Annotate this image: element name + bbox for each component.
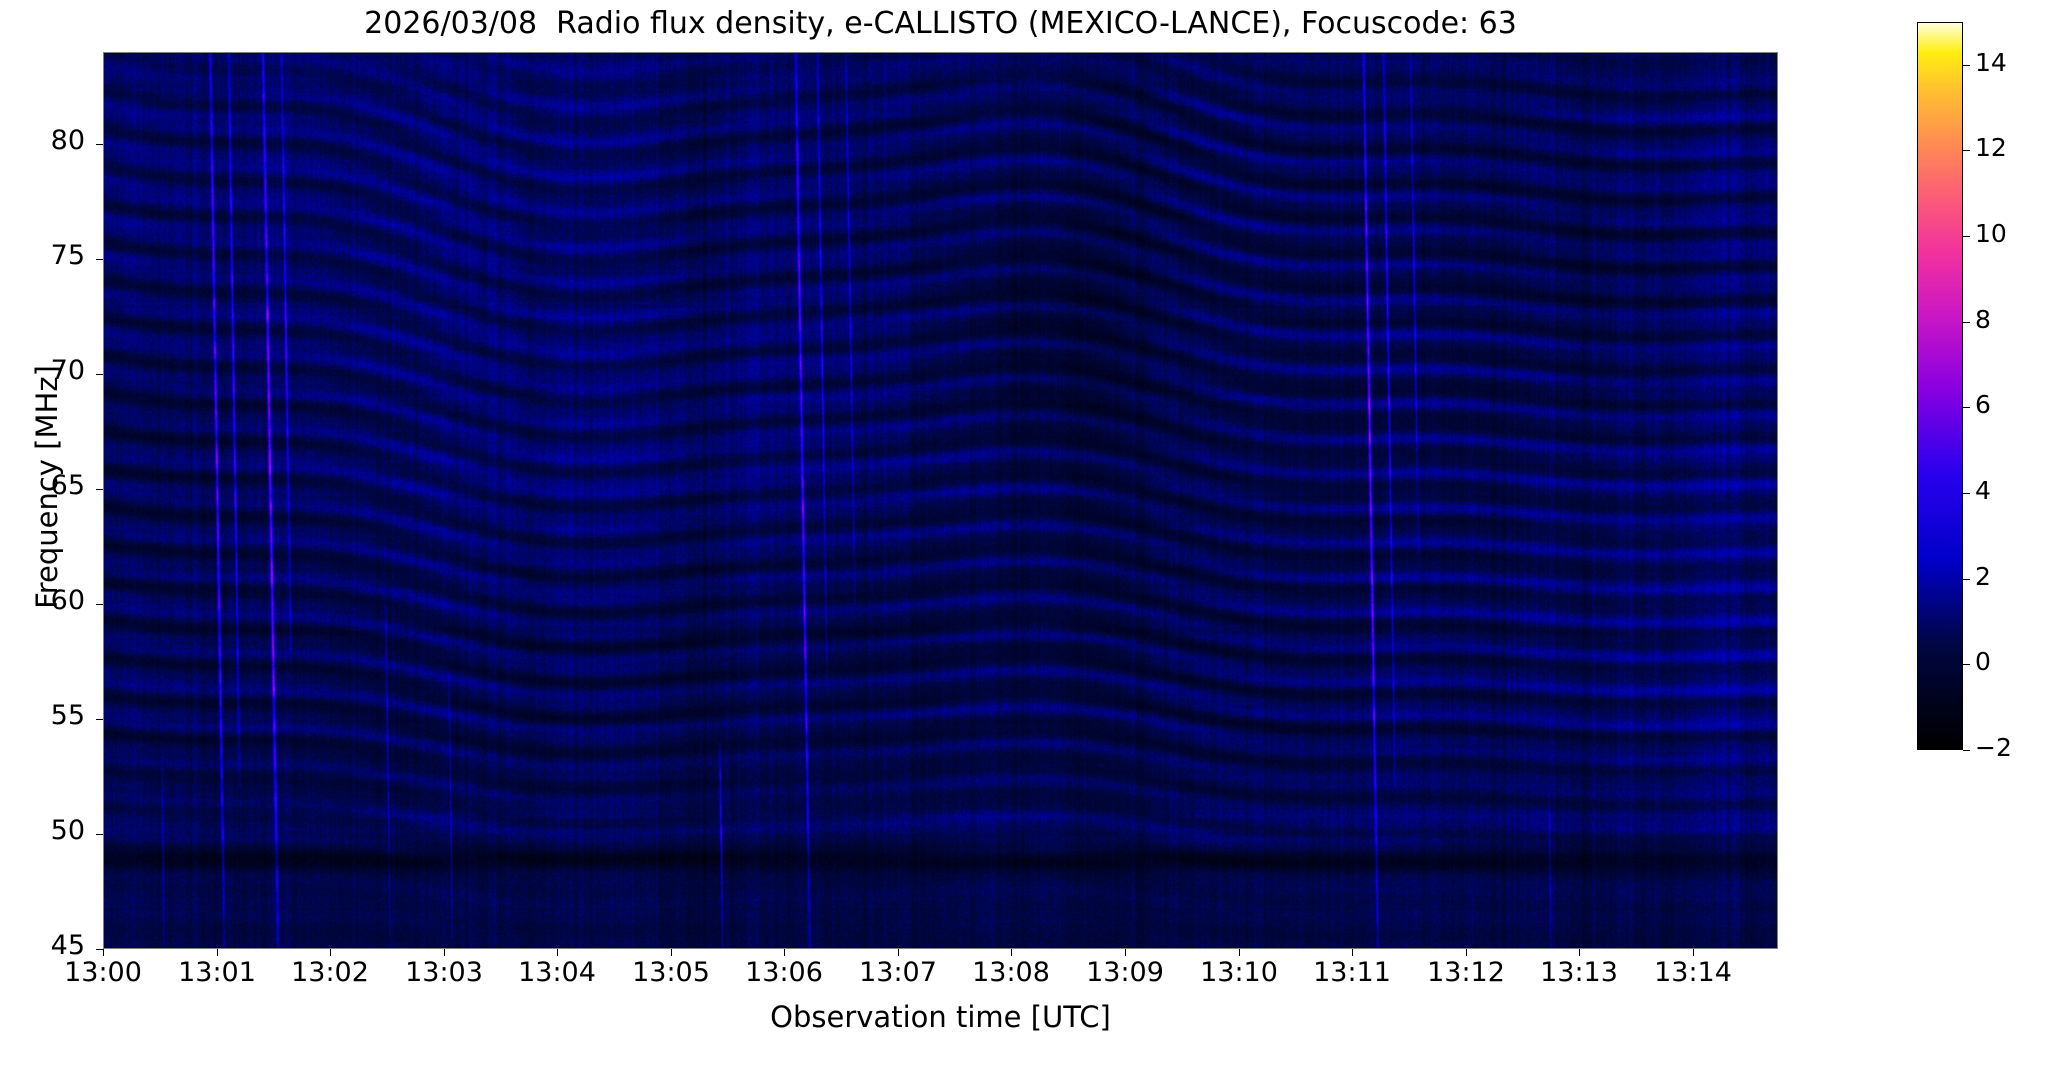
x-tick-label: 13:06 <box>745 957 823 988</box>
colorbar[interactable] <box>1917 22 1963 750</box>
x-tick-label: 13:14 <box>1654 957 1732 988</box>
x-tick-mark <box>330 949 331 956</box>
colorbar-tick-mark <box>1963 750 1970 751</box>
spectrogram-axes[interactable] <box>103 52 1778 949</box>
colorbar-tick-label: 6 <box>1975 390 1991 419</box>
spectrogram-image <box>104 53 1777 948</box>
x-tick-mark <box>898 949 899 956</box>
x-tick-label: 13:10 <box>1200 957 1278 988</box>
y-tick-label: 50 <box>50 815 85 846</box>
y-tick-mark <box>96 949 103 950</box>
colorbar-tick-mark <box>1963 65 1970 66</box>
y-tick-mark <box>96 719 103 720</box>
y-tick-label: 70 <box>50 355 85 386</box>
x-tick-mark <box>444 949 445 956</box>
x-tick-mark <box>1352 949 1353 956</box>
colorbar-tick-mark <box>1963 236 1970 237</box>
y-tick-label: 55 <box>50 700 85 731</box>
x-tick-mark <box>1011 949 1012 956</box>
x-tick-mark <box>557 949 558 956</box>
colorbar-tick-mark <box>1963 322 1970 323</box>
y-tick-mark <box>96 489 103 490</box>
x-tick-mark <box>1693 949 1694 956</box>
y-tick-label: 75 <box>50 240 85 271</box>
x-tick-label: 13:09 <box>1086 957 1164 988</box>
colorbar-tick-label: 4 <box>1975 476 1991 505</box>
colorbar-tick-mark <box>1963 150 1970 151</box>
colorbar-tick-label: 10 <box>1975 219 2007 248</box>
page-title: 2026/03/08 Radio flux density, e-CALLIST… <box>364 6 1517 41</box>
colorbar-tick-label: 12 <box>1975 133 2007 162</box>
colorbar-tick-label: 2 <box>1975 562 1991 591</box>
x-tick-label: 13:01 <box>178 957 256 988</box>
x-tick-mark <box>1239 949 1240 956</box>
y-tick-label: 60 <box>50 585 85 616</box>
x-tick-label: 13:11 <box>1313 957 1391 988</box>
colorbar-tick-mark <box>1963 493 1970 494</box>
y-tick-mark <box>96 144 103 145</box>
x-tick-label: 13:04 <box>518 957 596 988</box>
colorbar-tick-mark <box>1963 407 1970 408</box>
x-tick-mark <box>671 949 672 956</box>
x-tick-mark <box>1125 949 1126 956</box>
x-tick-label: 13:02 <box>291 957 369 988</box>
x-tick-label: 13:12 <box>1427 957 1505 988</box>
y-tick-mark <box>96 259 103 260</box>
y-tick-label: 65 <box>50 470 85 501</box>
x-tick-mark <box>217 949 218 956</box>
colorbar-tick-label: 8 <box>1975 305 1991 334</box>
y-tick-mark <box>96 834 103 835</box>
x-tick-label: 13:00 <box>64 957 142 988</box>
x-tick-label: 13:03 <box>405 957 483 988</box>
colorbar-gradient <box>1918 23 1962 749</box>
x-tick-mark <box>1466 949 1467 956</box>
x-tick-label: 13:13 <box>1540 957 1618 988</box>
y-tick-label: 80 <box>50 125 85 156</box>
colorbar-tick-mark <box>1963 579 1970 580</box>
y-tick-mark <box>96 604 103 605</box>
x-tick-mark <box>1579 949 1580 956</box>
colorbar-tick-label: 0 <box>1975 647 1991 676</box>
x-tick-mark <box>784 949 785 956</box>
colorbar-tick-label: −2 <box>1975 733 2012 762</box>
x-tick-mark <box>103 949 104 956</box>
colorbar-tick-mark <box>1963 664 1970 665</box>
y-tick-label: 45 <box>50 930 85 961</box>
y-tick-mark <box>96 374 103 375</box>
x-tick-label: 13:05 <box>632 957 710 988</box>
colorbar-tick-label: 14 <box>1975 48 2007 77</box>
x-tick-label: 13:07 <box>859 957 937 988</box>
x-axis-label: Observation time [UTC] <box>770 1000 1111 1034</box>
x-tick-label: 13:08 <box>972 957 1050 988</box>
